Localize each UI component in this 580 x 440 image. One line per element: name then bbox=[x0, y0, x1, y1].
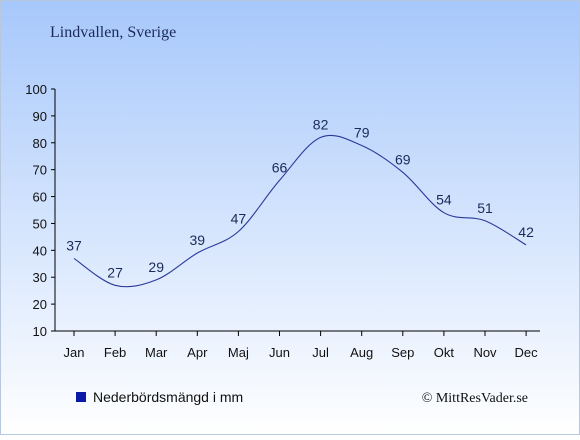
data-labels: 37 27 29 39 47 66 82 79 69 54 51 42 bbox=[66, 116, 534, 280]
credit-text: © MittResVader.se bbox=[422, 391, 528, 406]
y-tick-label: 80 bbox=[33, 136, 47, 151]
data-label: 29 bbox=[148, 259, 164, 275]
y-axis-ticks: 10 20 30 40 50 60 70 80 90 100 bbox=[25, 82, 55, 339]
data-label: 47 bbox=[231, 211, 247, 227]
y-tick-label: 60 bbox=[33, 190, 47, 205]
y-tick-label: 100 bbox=[25, 82, 47, 97]
y-tick-label: 10 bbox=[33, 324, 47, 339]
data-label: 54 bbox=[436, 192, 452, 208]
x-tick-label: Maj bbox=[228, 345, 249, 360]
x-tick-label: Apr bbox=[187, 345, 208, 360]
y-tick-label: 50 bbox=[33, 216, 47, 231]
x-tick-label: Nov bbox=[473, 345, 497, 360]
data-label: 79 bbox=[354, 124, 370, 140]
data-label: 69 bbox=[395, 151, 411, 167]
y-tick-label: 70 bbox=[33, 163, 47, 178]
x-tick-label: Dec bbox=[515, 345, 539, 360]
y-tick-label: 40 bbox=[33, 243, 47, 258]
data-label: 51 bbox=[477, 200, 493, 216]
legend-label: Nederbördsmängd i mm bbox=[93, 389, 243, 405]
data-label: 37 bbox=[66, 237, 82, 253]
x-tick-label: Feb bbox=[104, 345, 126, 360]
x-tick-label: Sep bbox=[391, 345, 414, 360]
x-tick-label: Jan bbox=[64, 345, 85, 360]
data-label: 66 bbox=[272, 159, 288, 175]
legend-swatch bbox=[76, 392, 86, 402]
x-tick-label: Okt bbox=[434, 345, 455, 360]
x-tick-label: Mar bbox=[145, 345, 168, 360]
data-label: 39 bbox=[190, 232, 206, 248]
data-label: 42 bbox=[518, 224, 534, 240]
y-tick-label: 20 bbox=[33, 297, 47, 312]
x-tick-label: Jul bbox=[312, 345, 329, 360]
axes bbox=[54, 89, 540, 332]
precipitation-line bbox=[73, 134, 527, 288]
y-tick-label: 30 bbox=[33, 270, 47, 285]
location-title: Lindvallen, Sverige bbox=[50, 24, 176, 41]
x-tick-label: Jun bbox=[269, 345, 290, 360]
y-tick-label: 90 bbox=[33, 109, 47, 124]
x-tick-label: Aug bbox=[350, 345, 373, 360]
data-label: 27 bbox=[107, 264, 123, 280]
x-axis-ticks: Jan Feb Mar Apr Maj Jun Jul Aug Sep Okt Nov Dec bbox=[64, 331, 539, 360]
data-label: 82 bbox=[313, 116, 329, 132]
